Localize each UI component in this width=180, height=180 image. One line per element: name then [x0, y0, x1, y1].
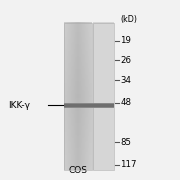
Text: (kD): (kD): [120, 15, 137, 24]
Text: 48: 48: [120, 98, 131, 107]
Text: 19: 19: [120, 36, 131, 45]
Bar: [64, 104, 114, 107]
Text: 26: 26: [120, 56, 131, 65]
Text: 85: 85: [120, 138, 131, 147]
Bar: [64, 103, 114, 108]
Text: 117: 117: [120, 160, 137, 169]
Bar: [93, 22, 114, 170]
Text: COS: COS: [68, 166, 87, 175]
Text: IKK-γ: IKK-γ: [8, 101, 30, 110]
Bar: [64, 22, 92, 170]
Text: 34: 34: [120, 76, 131, 85]
